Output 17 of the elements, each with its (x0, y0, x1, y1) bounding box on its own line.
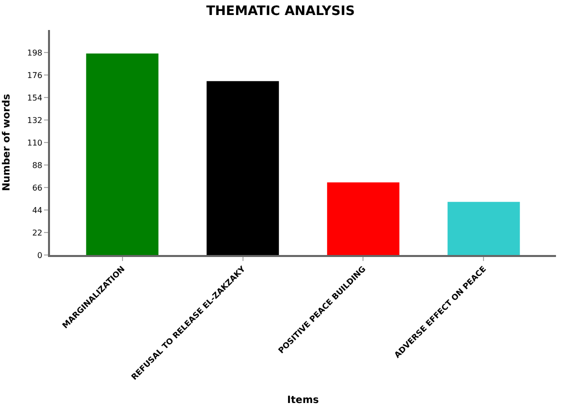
bar (448, 202, 520, 255)
bar (206, 81, 279, 255)
y-tick-label: 154 (27, 93, 42, 102)
y-tick-label: 176 (27, 70, 42, 80)
bar (327, 182, 400, 255)
y-tick-label: 0 (37, 250, 42, 260)
chart-title: THEMATIC ANALYSIS (206, 4, 355, 20)
y-tick-label: 110 (27, 138, 42, 148)
y-tick-label: 22 (32, 228, 42, 238)
y-tick-label: 198 (27, 48, 42, 58)
bar (86, 54, 158, 255)
y-tick-label: 88 (32, 160, 42, 170)
y-tick-label: 44 (32, 206, 42, 215)
x-axis-title: Items (287, 394, 319, 406)
y-axis-title: Number of words (2, 94, 13, 192)
y-tick-label: 132 (27, 116, 42, 125)
y-tick-label: 66 (32, 183, 42, 192)
